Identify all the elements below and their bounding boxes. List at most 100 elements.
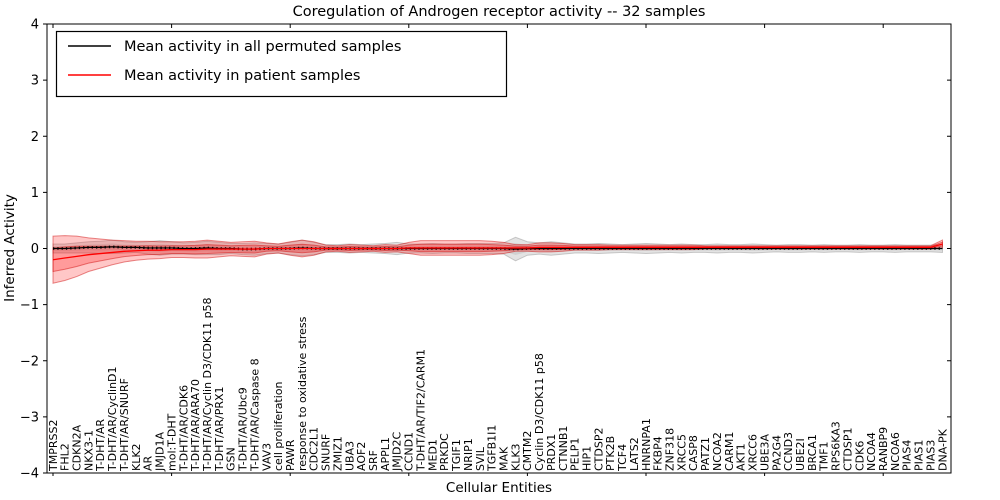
x-tick-label: TMF1 xyxy=(818,441,831,472)
x-tick-label: cell proliferation xyxy=(272,381,285,471)
legend-label-permuted: Mean activity in all permuted samples xyxy=(124,39,401,55)
x-tick-label: T-DHT/AR/SNURF xyxy=(118,378,131,472)
x-tick-label: XRCC6 xyxy=(747,434,760,471)
x-tick-label: AOF2 xyxy=(355,442,368,471)
y-tick-label: −4 xyxy=(20,467,39,482)
y-tick-label: 1 xyxy=(31,186,39,201)
y-tick-label: 2 xyxy=(31,130,39,145)
x-tick-label: T-DHT/AR/PRX1 xyxy=(213,386,226,472)
y-tick-label: −3 xyxy=(20,410,39,425)
x-tick-label: T-DHT/AR/ARA70 xyxy=(189,379,202,472)
x-tick-label: CCND1 xyxy=(403,432,416,471)
legend-box xyxy=(55,30,508,98)
x-axis-label: Cellular Entities xyxy=(446,480,552,496)
x-tick-label: BRCA1 xyxy=(806,434,819,471)
x-tick-label: PIAS1 xyxy=(913,440,926,471)
x-tick-label: T-DHT/AR/Caspase 8 xyxy=(248,358,261,472)
x-tick-label: PAWR xyxy=(284,439,297,471)
x-tick-label: MED1 xyxy=(426,439,439,471)
x-tick-label: XRCC5 xyxy=(675,434,688,471)
y-axis-label: Inferred Activity xyxy=(2,194,18,302)
line-patient-mean xyxy=(52,243,943,261)
x-tick-label: T-DHT/AR/TIF2/CARM1 xyxy=(414,349,427,472)
y-tick-label: 4 xyxy=(31,18,39,33)
series-lines xyxy=(52,243,943,261)
x-tick-label: T-DHT/AR/CDK6 xyxy=(177,385,190,472)
x-tick-label: APPL1 xyxy=(379,437,392,471)
x-tick-label: DNA-PK xyxy=(936,428,949,471)
x-tick-label: CCND3 xyxy=(782,432,795,471)
x-tick-label: CARM1 xyxy=(723,432,736,471)
x-tick-label: PELP1 xyxy=(569,438,582,471)
x-tick-label: UBE3A xyxy=(758,433,771,471)
x-tick-label: AKT1 xyxy=(735,443,748,471)
x-tick-label: FKBP4 xyxy=(652,436,665,471)
x-tick-label: TGIF1 xyxy=(450,439,463,472)
x-tick-label: NCOA6 xyxy=(889,432,902,471)
x-tick-label: MAK xyxy=(497,446,510,471)
x-tick-label: PRDX1 xyxy=(545,434,558,471)
x-tick-label: HNRNPA1 xyxy=(640,418,653,471)
x-tick-label: NCOA4 xyxy=(865,432,878,471)
x-tick-label: SVIL xyxy=(474,446,487,471)
x-tick-label: CDK6 xyxy=(853,441,866,471)
x-tick-label: VAV3 xyxy=(260,443,273,471)
chart-title: Coregulation of Androgen receptor activi… xyxy=(293,4,706,20)
x-tick-label: KLK2 xyxy=(130,443,143,471)
y-tick-label: 3 xyxy=(31,74,39,89)
x-tick-label: SNURF xyxy=(320,434,333,471)
x-tick-label: SRF xyxy=(367,450,380,471)
x-tick-label: GSN xyxy=(225,447,238,471)
x-tick-label: UBE2I xyxy=(794,438,807,471)
x-tick-label: FHL2 xyxy=(59,443,72,471)
x-tick-label: JMJD1A xyxy=(154,432,167,472)
x-tick-label: TCF4 xyxy=(616,444,629,472)
x-tick-label: PIAS3 xyxy=(924,440,937,471)
x-tick-label: T-DHT/AR xyxy=(94,419,107,472)
x-tick-label: NCOA2 xyxy=(711,432,724,471)
x-tick-label: T-DHT/AR/CyclinD1 xyxy=(106,366,119,472)
x-tick-label: PIAS4 xyxy=(901,440,914,471)
y-tick-label: −2 xyxy=(20,354,39,369)
y-tick-labels: −4 −3 −2 −1 0 1 2 3 4 xyxy=(20,18,39,482)
x-tick-label: LATS2 xyxy=(628,437,641,471)
x-tick-label: CMTM2 xyxy=(521,431,534,471)
x-tick-label: NRIP1 xyxy=(462,438,475,471)
x-tick-label: CASP8 xyxy=(687,435,700,471)
x-tick-label: CTDSP2 xyxy=(592,428,605,471)
x-tick-label: Cyclin D3/CDK11 p58 xyxy=(533,353,546,471)
x-tick-label: CTDSP1 xyxy=(841,428,854,471)
x-tick-label: HIP1 xyxy=(581,446,594,471)
x-tick-label: JMJD2C xyxy=(391,432,404,472)
legend-label-patient: Mean activity in patient samples xyxy=(124,68,360,84)
x-tick-label: PRKDC xyxy=(438,433,451,471)
x-tick-label: CTNNB1 xyxy=(557,426,570,471)
x-tick-label: RPS6KA3 xyxy=(830,421,843,471)
x-tick-label: ZMIZ1 xyxy=(331,436,344,471)
x-tick-label: T-DHT/AR/Ubc9 xyxy=(237,387,250,472)
y-tick-label: 0 xyxy=(31,242,39,257)
x-tick-label: T-DHT/AR/Cyclin D3/CDK11 p58 xyxy=(201,297,214,472)
x-tick-labels: TMPRSS2FHL2CDKN2ANKX3-1T-DHT/ART-DHT/AR/… xyxy=(47,297,949,472)
x-tick-label: CDKN2A xyxy=(71,424,84,471)
x-tick-label: UBA3 xyxy=(343,441,356,471)
x-tick-label: NKX3-1 xyxy=(82,430,95,471)
x-tick-label: AR xyxy=(142,455,155,471)
x-tick-label: TMPRSS2 xyxy=(47,420,60,472)
x-tick-label: RANBP9 xyxy=(877,427,890,471)
x-tick-label: response to oxidative stress xyxy=(296,316,309,471)
x-tick-label: ZNF318 xyxy=(664,428,677,471)
x-tick-label: KLK3 xyxy=(509,443,522,471)
axes-frame xyxy=(46,23,952,474)
x-tick-label: CDC2L1 xyxy=(308,427,321,471)
x-tick-label: PTK2B xyxy=(604,436,617,471)
x-tick-label: mol:T-DHT xyxy=(165,413,178,471)
band xyxy=(52,241,943,273)
x-tick-label: PATZ1 xyxy=(699,437,712,471)
x-tick-label: TGFB1I1 xyxy=(486,425,499,472)
legend: Mean activity in all permuted samples Me… xyxy=(55,30,508,98)
x-tick-label: PA2G4 xyxy=(770,435,783,471)
y-tick-label: −1 xyxy=(20,298,39,313)
